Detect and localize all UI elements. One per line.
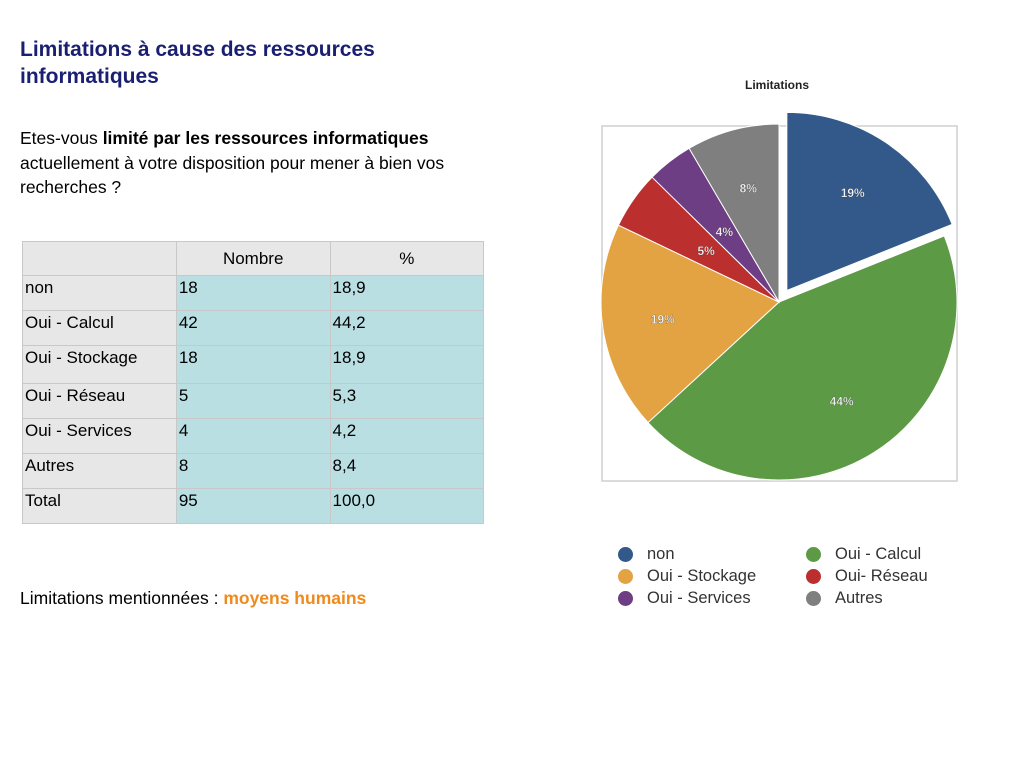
pie-labels: 19% 44% 19% 5%4% 8% [651, 181, 866, 408]
legend-item-autres: Autres [806, 588, 994, 609]
table-row: Oui - Calcul 42 44,2 [22, 310, 485, 346]
row-percent: 8,4 [329, 453, 485, 489]
question-text-bold: limité par les ressources informatiques [102, 128, 429, 148]
legend-swatch [806, 569, 821, 584]
legend-item-oui-stockage: Oui - Stockage [618, 566, 806, 587]
row-count: 8 [175, 453, 331, 489]
row-label: Oui - Services [22, 418, 177, 454]
legend-swatch [806, 547, 821, 562]
legend-item-non: non [618, 544, 806, 565]
mentions-label: Limitations mentionnées : [20, 588, 224, 608]
row-percent: 5,3 [329, 383, 485, 419]
legend-label: Oui - Services [647, 589, 751, 607]
row-percent: 4,2 [329, 418, 485, 454]
table-row: Oui - Stockage 18 18,9 [22, 345, 485, 384]
pie-slice-oui-stockage [600, 224, 780, 424]
legend-label: Autres [835, 589, 883, 607]
row-label: Oui - Réseau [22, 383, 177, 419]
legend-swatch [618, 547, 633, 562]
table-header-nombre: Nombre [175, 241, 331, 276]
slide-title: Limitations à cause des ressources infor… [20, 38, 375, 88]
legend-swatch [806, 591, 821, 606]
row-label: Autres [22, 453, 177, 489]
legend-item-oui-services: Oui - Services [618, 588, 806, 609]
table-row: non 18 18,9 [22, 275, 485, 311]
mentioned-limitations: Limitations mentionnées : moyens humains [20, 588, 366, 609]
survey-question: Etes-vous limité par les ressources info… [20, 126, 500, 200]
chart-legend: non Oui - Calcul Oui - Stockage Oui- Réseau… [618, 544, 998, 609]
pie-slices [600, 111, 958, 481]
pie-slice-non [786, 111, 953, 292]
legend-label: Oui- Réseau [835, 567, 928, 585]
legend-label: non [647, 545, 675, 563]
legend-label: Oui - Calcul [835, 545, 922, 563]
row-label: non [22, 275, 177, 311]
row-count: 4 [175, 418, 331, 454]
pie-label-oui-services: 4% [716, 225, 734, 239]
row-percent: 18,9 [329, 345, 485, 384]
table-row: Oui - Services 4 4,2 [22, 418, 485, 454]
row-count: 18 [175, 345, 331, 384]
pie-slice-oui-calcul [647, 235, 958, 481]
legend-swatch [618, 591, 633, 606]
chart-title: Limitations [745, 78, 810, 92]
table-row: Oui - Réseau 5 5,3 [22, 383, 485, 419]
row-count: 95 [175, 488, 331, 524]
pie-label-oui-stockage: 19% [651, 312, 675, 326]
row-percent: 100,0 [329, 488, 485, 524]
table-row: Autres 8 8,4 [22, 453, 485, 489]
pie-slice-autres [688, 123, 780, 304]
row-label: Oui - Stockage [22, 345, 177, 384]
row-label: Oui - Calcul [22, 310, 177, 346]
legend-label: Oui - Stockage [647, 567, 757, 585]
legend-item-oui-calcul: Oui - Calcul [806, 544, 994, 565]
pie-label-autres: 8% [740, 182, 758, 196]
row-percent: 18,9 [329, 275, 485, 311]
row-count: 18 [175, 275, 331, 311]
question-text-end: actuellement à votre disposition pour me… [20, 152, 445, 198]
row-count: 42 [175, 310, 331, 346]
table-row-total: Total 95 100,0 [22, 488, 485, 524]
legend-item-oui-reseau: Oui- Réseau [806, 566, 994, 587]
row-label: Total [22, 488, 177, 524]
pie-label-oui-reseau: 5% [697, 244, 715, 258]
legend-swatch [618, 569, 633, 584]
mentions-highlight: moyens humains [223, 588, 367, 608]
pie-label-non: 19% [841, 186, 865, 200]
pie-label-oui-calcul: 44% [830, 394, 854, 408]
question-text-start: Etes-vous [20, 128, 103, 148]
results-table: Nombre % non 18 18,9 Oui - Calcul 42 44,… [22, 241, 485, 524]
